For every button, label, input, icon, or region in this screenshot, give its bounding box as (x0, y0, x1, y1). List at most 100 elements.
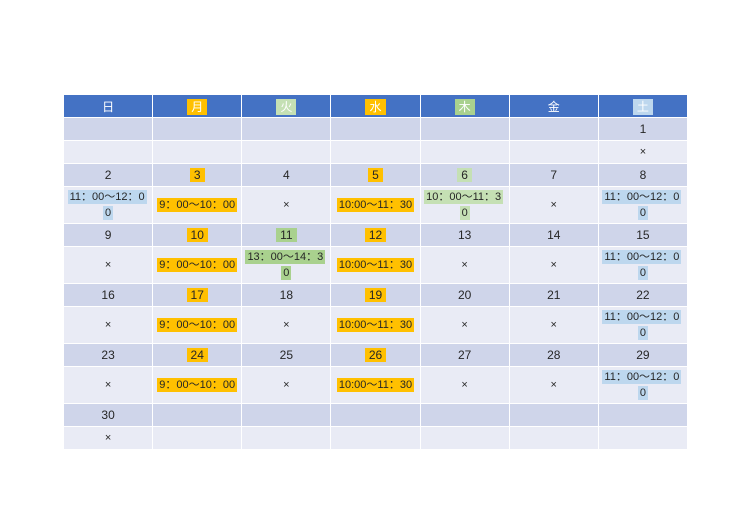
time-cell: × (62, 426, 154, 450)
time-cell (508, 426, 599, 450)
date-cell: 5 (330, 163, 421, 187)
date-number: 10 (186, 228, 208, 242)
date-cell: 10 (152, 223, 243, 247)
time-cell: × (597, 140, 689, 164)
time-cell: 11：00～12：00 (597, 246, 689, 284)
time-slot: × (283, 379, 290, 391)
date-cell: 6 (419, 163, 510, 187)
time-slot: 11：00～12：00 (602, 310, 682, 340)
time-cell (241, 426, 332, 450)
time-row: × 9：00～10：00 13：00～14：30 10:00～11：30 × × 11：00… (62, 246, 689, 284)
time-slot: × (461, 259, 468, 271)
time-cell: × (508, 246, 599, 284)
calendar-header: 日月火水木金土 (62, 94, 689, 118)
date-cell (152, 403, 243, 427)
day-header-label: 土 (632, 98, 653, 115)
time-slot: 10:00～11：30 (336, 258, 415, 272)
time-cell: 10:00～11：30 (330, 366, 421, 404)
day-header-tue: 火 (241, 94, 332, 118)
date-cell (241, 117, 332, 141)
time-cell: × (508, 306, 599, 344)
date-number: 19 (364, 288, 387, 302)
day-header-label: 金 (547, 99, 560, 114)
date-cell: 14 (508, 223, 599, 247)
time-cell: 10:00～11：30 (330, 246, 421, 284)
time-cell: 10:00～11：30 (330, 306, 421, 344)
date-cell: 9 (62, 223, 154, 247)
time-cell: 9：00～10：00 (152, 186, 243, 224)
date-cell: 27 (419, 343, 510, 367)
date-number: 22 (636, 288, 650, 302)
time-cell: 10：00～11：30 (419, 186, 510, 224)
day-header-label: 日 (102, 99, 115, 114)
date-cell (62, 117, 154, 141)
date-number: 29 (636, 348, 650, 362)
day-header-sun: 日 (62, 94, 154, 118)
time-slot: × (104, 319, 112, 331)
day-header-label: 木 (454, 98, 475, 115)
time-slot: × (461, 379, 468, 391)
time-row: × (62, 140, 689, 164)
time-slot: 13：00～14：30 (245, 250, 326, 280)
time-cell: × (62, 366, 154, 404)
time-slot: 11：00～12：00 (67, 190, 147, 220)
time-row: × (62, 426, 689, 450)
time-slot: × (461, 319, 468, 331)
date-number: 8 (639, 168, 647, 182)
day-header-wed: 水 (330, 94, 421, 118)
time-cell (330, 140, 421, 164)
time-cell: 10:00～11：30 (330, 186, 421, 224)
date-number: 4 (283, 168, 290, 182)
date-cell: 17 (152, 283, 243, 307)
time-cell: × (419, 246, 510, 284)
calendar-header-row: 日月火水木金土 (62, 94, 689, 118)
date-number: 5 (368, 168, 383, 182)
date-cell (597, 403, 689, 427)
time-slot: 11：00～12：00 (602, 190, 682, 220)
date-cell: 20 (419, 283, 510, 307)
time-slot: × (104, 259, 112, 271)
date-number: 25 (279, 348, 294, 362)
date-row: 2 3 4 5 6 7 8 (62, 163, 689, 187)
date-number: 3 (189, 168, 205, 182)
time-slot: 9：00～10：00 (157, 258, 238, 272)
time-cell: 11：00～12：00 (597, 366, 689, 404)
day-header-fri: 金 (508, 94, 599, 118)
date-number: 7 (550, 168, 558, 182)
date-number: 24 (186, 348, 208, 362)
date-cell: 28 (508, 343, 599, 367)
time-slot: 10：00～11：30 (424, 190, 504, 220)
time-cell: × (419, 366, 510, 404)
date-number: 11 (276, 228, 297, 242)
date-cell: 22 (597, 283, 689, 307)
time-slot: × (550, 379, 557, 391)
time-cell: × (419, 306, 510, 344)
date-row: 23 24 25 26 27 28 29 (62, 343, 689, 367)
date-number: 9 (104, 228, 112, 242)
time-row: × 9：00～10：00 × 10:00～11：30 × × 11：00～12：00 (62, 366, 689, 404)
date-number: 1 (639, 122, 647, 136)
time-cell (419, 140, 510, 164)
date-cell (241, 403, 332, 427)
time-cell: 9：00～10：00 (152, 306, 243, 344)
time-slot: 9：00～10：00 (157, 318, 238, 332)
date-cell: 25 (241, 343, 332, 367)
date-cell: 12 (330, 223, 421, 247)
date-number: 21 (547, 288, 561, 302)
date-cell: 18 (241, 283, 332, 307)
date-number: 26 (364, 348, 387, 362)
date-number: 16 (101, 288, 115, 302)
time-cell: × (508, 366, 599, 404)
time-cell: × (62, 246, 154, 284)
time-cell: × (241, 186, 332, 224)
date-cell: 16 (62, 283, 154, 307)
time-slot: 10:00～11：30 (336, 198, 415, 212)
time-cell: 9：00～10：00 (152, 366, 243, 404)
date-cell: 23 (62, 343, 154, 367)
date-cell (152, 117, 243, 141)
date-cell (508, 403, 599, 427)
date-number: 14 (547, 228, 561, 242)
date-cell (419, 403, 510, 427)
date-cell: 13 (419, 223, 510, 247)
